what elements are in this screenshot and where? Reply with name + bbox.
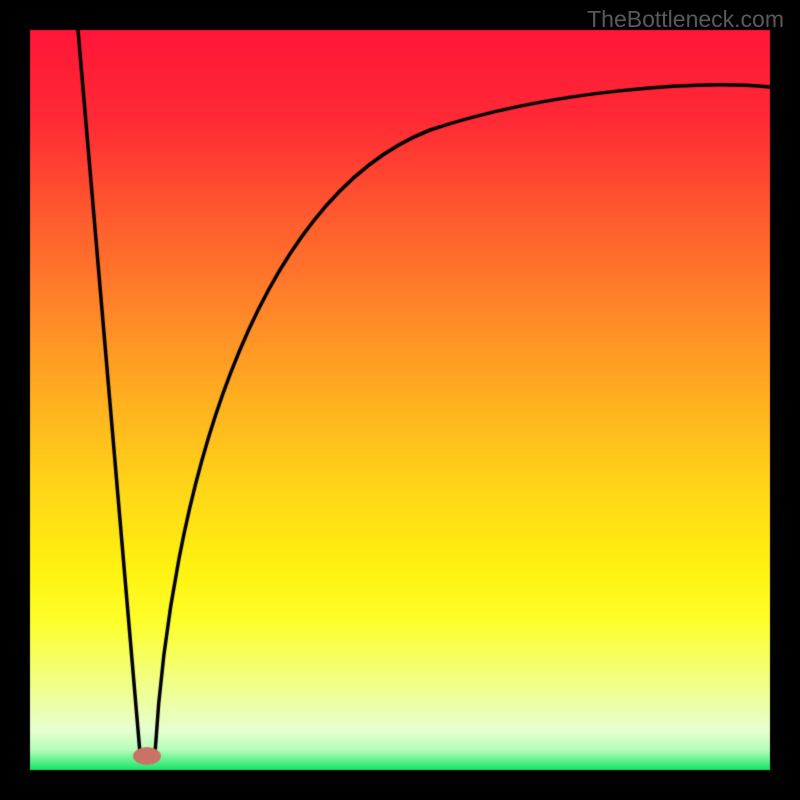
watermark-label: TheBottleneck.com	[587, 6, 784, 33]
bottleneck-chart	[0, 0, 800, 800]
bottleneck-chart-panel: TheBottleneck.com	[0, 0, 800, 800]
